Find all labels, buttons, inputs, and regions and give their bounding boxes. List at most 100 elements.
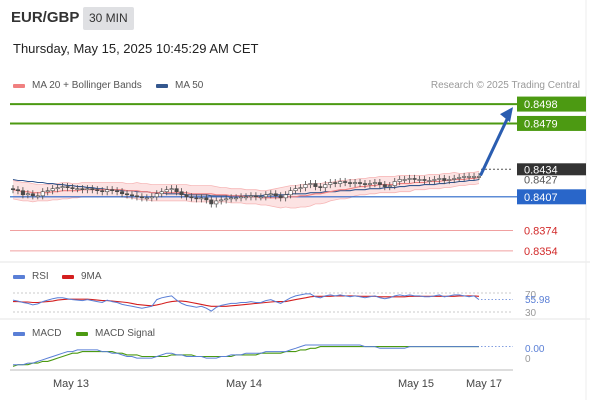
candle-body-65: [333, 182, 338, 184]
candle-body-25: [134, 195, 139, 198]
candle-body-20: [110, 189, 115, 192]
candle-body-68: [348, 182, 353, 184]
candle-body-44: [229, 197, 234, 200]
candle-body-53: [273, 193, 278, 197]
candle-body-45: [234, 197, 239, 200]
level-label-4: 0.8354: [524, 246, 558, 258]
candle-body-67: [343, 181, 348, 183]
candle-body-12: [70, 187, 75, 189]
candle-body-23: [124, 193, 130, 196]
rsi-current-label: 55.98: [525, 295, 550, 306]
candle-body-0: [10, 188, 16, 190]
macd-plot: [12, 344, 513, 367]
candle-body-74: [377, 182, 382, 185]
level-label-0: 0.8498: [524, 99, 558, 111]
legend-ma20: MA 20 + Bollinger Bands: [13, 80, 142, 91]
timeframe-badge[interactable]: 30 MIN: [83, 7, 134, 30]
candle-body-13: [75, 188, 80, 190]
candle-body-48: [248, 195, 253, 198]
candle-body-34: [179, 191, 184, 196]
candle-body-5: [35, 195, 40, 198]
candle-body-64: [328, 182, 333, 185]
credit-text: Research © 2025 Trading Central: [430, 80, 580, 91]
candle-body-73: [372, 182, 377, 184]
legend-rsi: RSI: [13, 271, 49, 282]
rsi-tick-70: 70: [525, 290, 537, 301]
candle-body-46: [239, 196, 244, 199]
candle-body-88: [447, 179, 452, 181]
candle-body-56: [288, 190, 293, 196]
bollinger-upper-line: [12, 170, 480, 192]
candle-body-29: [154, 193, 159, 198]
ma20-swatch: [13, 83, 25, 88]
candle-body-15: [85, 188, 90, 190]
candle-body-81: [412, 178, 417, 180]
legend-ma50-label: MA 50: [175, 80, 204, 91]
macd-tick-zero: 0: [525, 354, 531, 365]
candle-body-80: [407, 178, 412, 180]
level-label-1: 0.8479: [524, 118, 558, 130]
candle-body-61: [313, 183, 318, 187]
candle-body-90: [457, 177, 462, 179]
candle-body-50: [258, 196, 263, 199]
candle-body-40: [209, 199, 214, 205]
bollinger-band-fill: [13, 171, 479, 208]
candle-body-1: [15, 189, 20, 192]
current-price-tag: [517, 163, 586, 176]
candle-body-41: [214, 200, 219, 205]
x-tick-may17: May 17: [466, 378, 502, 390]
macd-swatch: [13, 331, 25, 336]
candle-body-21: [115, 190, 120, 193]
rsi-ma-line: [13, 295, 480, 307]
legend-macd-label: MACD: [32, 328, 62, 339]
rsi-tick-30: 30: [525, 308, 537, 319]
x-tick-may14: May 14: [226, 378, 262, 390]
legend-rsi-label: RSI: [32, 271, 49, 282]
candle-body-37: [194, 197, 199, 200]
candle-body-7: [45, 190, 50, 193]
candle-body-92: [467, 176, 472, 178]
candle-body-59: [303, 184, 308, 188]
candle-body-42: [219, 199, 224, 202]
candle-body-55: [283, 194, 288, 199]
candle-body-47: [243, 196, 249, 199]
candle-body-18: [100, 190, 105, 193]
candle-body-69: [353, 182, 358, 184]
rsi-plot: [12, 292, 513, 313]
legend-ma50: MA 50: [156, 80, 203, 91]
timestamp: Thursday, May 15, 2025 10:45:29 AM CET: [13, 41, 259, 56]
candle-body-38: [199, 197, 204, 200]
level-label-3: 0.8374: [524, 225, 558, 237]
candle-body-27: [144, 197, 149, 200]
candle-body-22: [120, 191, 125, 195]
forecast-arrow-head: [500, 107, 513, 123]
level-tag-1: [517, 115, 586, 131]
candle-body-58: [298, 187, 303, 189]
candle-body-85: [432, 179, 437, 181]
candle-body-49: [253, 195, 258, 198]
legend-macd: MACD: [13, 328, 61, 339]
candle-body-8: [50, 188, 55, 192]
candle-body-4: [30, 193, 35, 197]
candle-body-6: [40, 191, 45, 197]
candle-body-63: [323, 184, 328, 188]
candle-body-77: [392, 181, 397, 186]
forecast-arrow-shaft: [479, 113, 511, 176]
candle-body-70: [357, 182, 363, 184]
candle-body-91: [462, 176, 467, 178]
candle-body-3: [25, 193, 30, 196]
candle-body-43: [224, 198, 229, 201]
rsi-line: [12, 293, 480, 312]
candle-body-31: [164, 189, 169, 193]
candle-body-87: [442, 178, 447, 181]
candle-body-14: [80, 188, 85, 190]
legend-rsi-ma: 9MA: [62, 271, 102, 282]
legend-ma20-label: MA 20 + Bollinger Bands: [32, 80, 142, 91]
candle-body-11: [65, 186, 70, 188]
candle-body-39: [204, 197, 209, 201]
instrument-title: EUR/GBP: [11, 9, 80, 26]
x-tick-may15: May 15: [398, 378, 434, 390]
main-plot: 0.8498 0.8479 0.8407 0.8374 0.8354 0.84340.84…: [10, 96, 586, 258]
candle-body-79: [402, 179, 407, 181]
